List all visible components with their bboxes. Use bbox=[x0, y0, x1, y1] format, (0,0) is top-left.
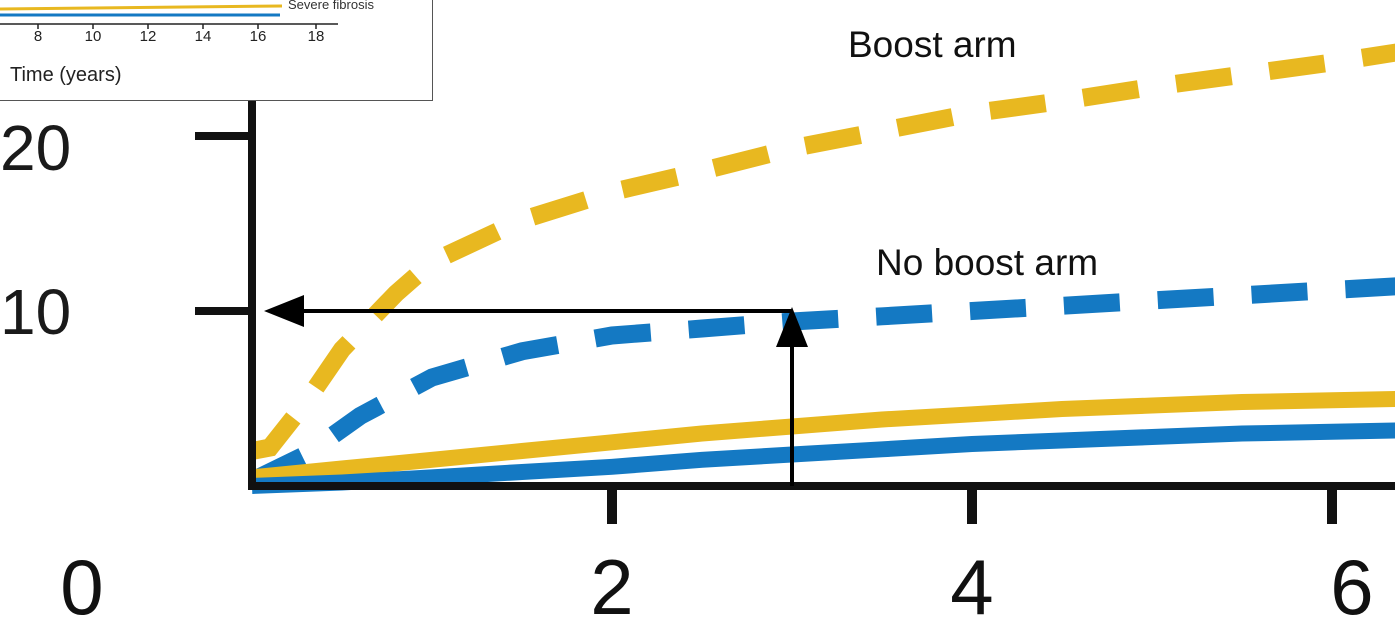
y-tick-label-10: 10 bbox=[0, 276, 72, 348]
inset-tick-label-18: 18 bbox=[307, 28, 325, 45]
x-tick-label-0: 0 bbox=[60, 543, 104, 631]
y-tick-label-20: 20 bbox=[0, 112, 72, 184]
series-line-1 bbox=[248, 277, 1395, 489]
series-line-2 bbox=[251, 391, 1395, 486]
series-line-0 bbox=[250, 43, 1395, 460]
annotation-no-boost-arm: No boost arm bbox=[876, 242, 1099, 283]
series-layer bbox=[248, 43, 1395, 494]
inset-tick-label-10: 10 bbox=[84, 28, 102, 45]
inset-tick-label-14: 14 bbox=[194, 28, 212, 45]
reference-arrows bbox=[264, 295, 808, 486]
inset-tick-marks bbox=[37, 24, 317, 29]
annotation-boost-arm: Boost arm bbox=[848, 24, 1017, 65]
x-tick-label-6: 6 bbox=[1330, 543, 1374, 631]
inset-panel: Severe fibrosis 8 10 12 14 16 18 Time (years) bbox=[0, 0, 433, 101]
inset-tick-label-12: 12 bbox=[139, 28, 157, 45]
x-tick-label-4: 4 bbox=[950, 543, 994, 631]
inset-tick-label-8: 8 bbox=[33, 28, 43, 45]
inset-svg bbox=[0, 4, 338, 29]
series-line-3 bbox=[251, 422, 1395, 494]
inset-tick-label-16: 16 bbox=[249, 28, 267, 45]
axes-layer bbox=[195, 95, 1395, 524]
inset-x-axis-label: Time (years) bbox=[10, 64, 122, 86]
inset-gold-line bbox=[0, 4, 283, 11]
inset-legend-label: Severe fibrosis bbox=[288, 0, 374, 12]
x-tick-label-2: 2 bbox=[590, 543, 634, 631]
